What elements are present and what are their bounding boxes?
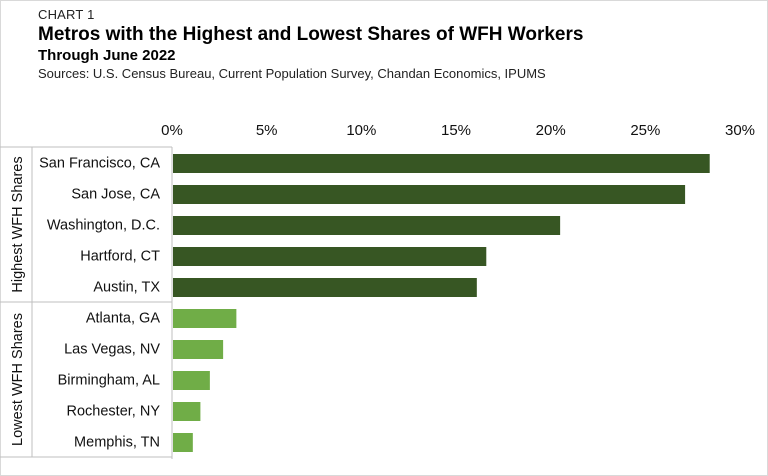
category-label: Austin, TX	[93, 279, 160, 295]
x-tick-label: 25%	[630, 122, 660, 139]
bar	[173, 278, 477, 297]
x-tick-label: 0%	[161, 122, 183, 139]
chart-sources: Sources: U.S. Census Bureau, Current Pop…	[38, 66, 546, 81]
group-label: Lowest WFH Shares	[10, 313, 26, 446]
group-label: Highest WFH Shares	[10, 156, 26, 292]
bar	[173, 216, 561, 235]
x-tick-label: 30%	[725, 122, 755, 139]
chart-title: Metros with the Highest and Lowest Share…	[38, 24, 584, 45]
category-label: Washington, D.C.	[47, 217, 160, 233]
category-label: Hartford, CT	[80, 248, 160, 264]
bar	[173, 247, 487, 266]
chart-overline: CHART 1	[38, 7, 95, 22]
bar	[173, 371, 210, 390]
category-label: Birmingham, AL	[58, 372, 160, 388]
category-label: San Jose, CA	[71, 186, 160, 202]
category-label: Memphis, TN	[74, 434, 160, 450]
x-tick-label: 10%	[346, 122, 376, 139]
category-label: Las Vegas, NV	[64, 341, 160, 357]
bar	[173, 433, 193, 452]
bar	[173, 309, 237, 328]
bar	[173, 340, 224, 359]
x-tick-label: 5%	[256, 122, 278, 139]
bar	[173, 402, 201, 421]
category-label: San Francisco, CA	[39, 155, 160, 171]
bar	[173, 154, 710, 173]
category-label: Rochester, NY	[67, 403, 161, 419]
x-tick-label: 15%	[441, 122, 471, 139]
chart-header: CHART 1 Metros with the Highest and Lowe…	[38, 6, 583, 82]
chart-subtitle: Through June 2022	[38, 47, 176, 64]
bar	[173, 185, 686, 204]
x-tick-label: 20%	[536, 122, 566, 139]
category-label: Atlanta, GA	[86, 310, 160, 326]
